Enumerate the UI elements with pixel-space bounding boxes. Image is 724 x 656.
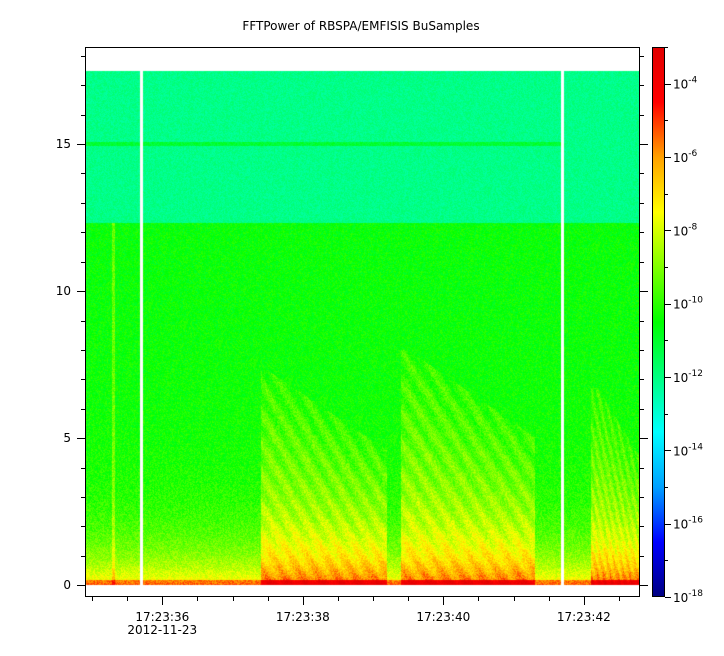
x-tick-label: 17:23:40 (416, 610, 470, 624)
colorbar-tick-base: 10 (673, 591, 688, 605)
colorbar-tick-label: 10-16 (673, 516, 703, 532)
spectrogram-image (85, 47, 640, 597)
colorbar (652, 47, 665, 597)
colorbar-tick-base: 10 (673, 518, 688, 532)
y-tick-label: 5 (63, 431, 71, 445)
colorbar-tick-base: 10 (673, 298, 688, 312)
colorbar-tick-label: 10-14 (673, 442, 703, 458)
colorbar-tick-base: 10 (673, 444, 688, 458)
colorbar-tick-exponent: -6 (688, 149, 697, 159)
x-date-label: 2012-11-23 (127, 623, 197, 637)
x-tick-label: 17:23:36 (135, 610, 189, 624)
colorbar-tick-base: 10 (673, 371, 688, 385)
spectrogram-plot-area (85, 47, 640, 597)
colorbar-tick-exponent: -16 (688, 516, 703, 526)
y-tick-label: 0 (63, 578, 71, 592)
colorbar-tick-exponent: -18 (688, 589, 703, 599)
colorbar-tick-label: 10-10 (673, 296, 703, 312)
colorbar-tick-label: 10-6 (673, 149, 698, 165)
colorbar-tick-label: 10-8 (673, 222, 698, 238)
plot-frame (85, 47, 640, 597)
colorbar-tick-base: 10 (673, 224, 688, 238)
y-tick-label: 15 (56, 137, 71, 151)
colorbar-tick-label: 10-4 (673, 76, 698, 92)
colorbar-tick-exponent: -8 (688, 222, 697, 232)
chart-title: FFTPower of RBSPA/EMFISIS BuSamples (242, 19, 479, 33)
colorbar-tick-exponent: -12 (688, 369, 703, 379)
x-tick-label: 17:23:42 (557, 610, 611, 624)
colorbar-tick-label: 10-12 (673, 369, 703, 385)
colorbar-tick-exponent: -4 (688, 76, 697, 86)
colorbar-tick-base: 10 (673, 151, 688, 165)
y-axis: 0 5 10 15 (56, 56, 648, 592)
colorbar-tick-label: 10-18 (673, 589, 703, 605)
colorbar-frame (652, 47, 665, 597)
colorbar-tick-exponent: -14 (688, 442, 703, 452)
colorbar-tick-base: 10 (673, 78, 688, 92)
y-tick-label: 10 (56, 284, 71, 298)
x-axis: 17:23:36 17:23:38 17:23:40 17:23:42 (92, 597, 620, 624)
colorbar-tick-exponent: -10 (688, 296, 703, 306)
x-tick-label: 17:23:38 (276, 610, 330, 624)
